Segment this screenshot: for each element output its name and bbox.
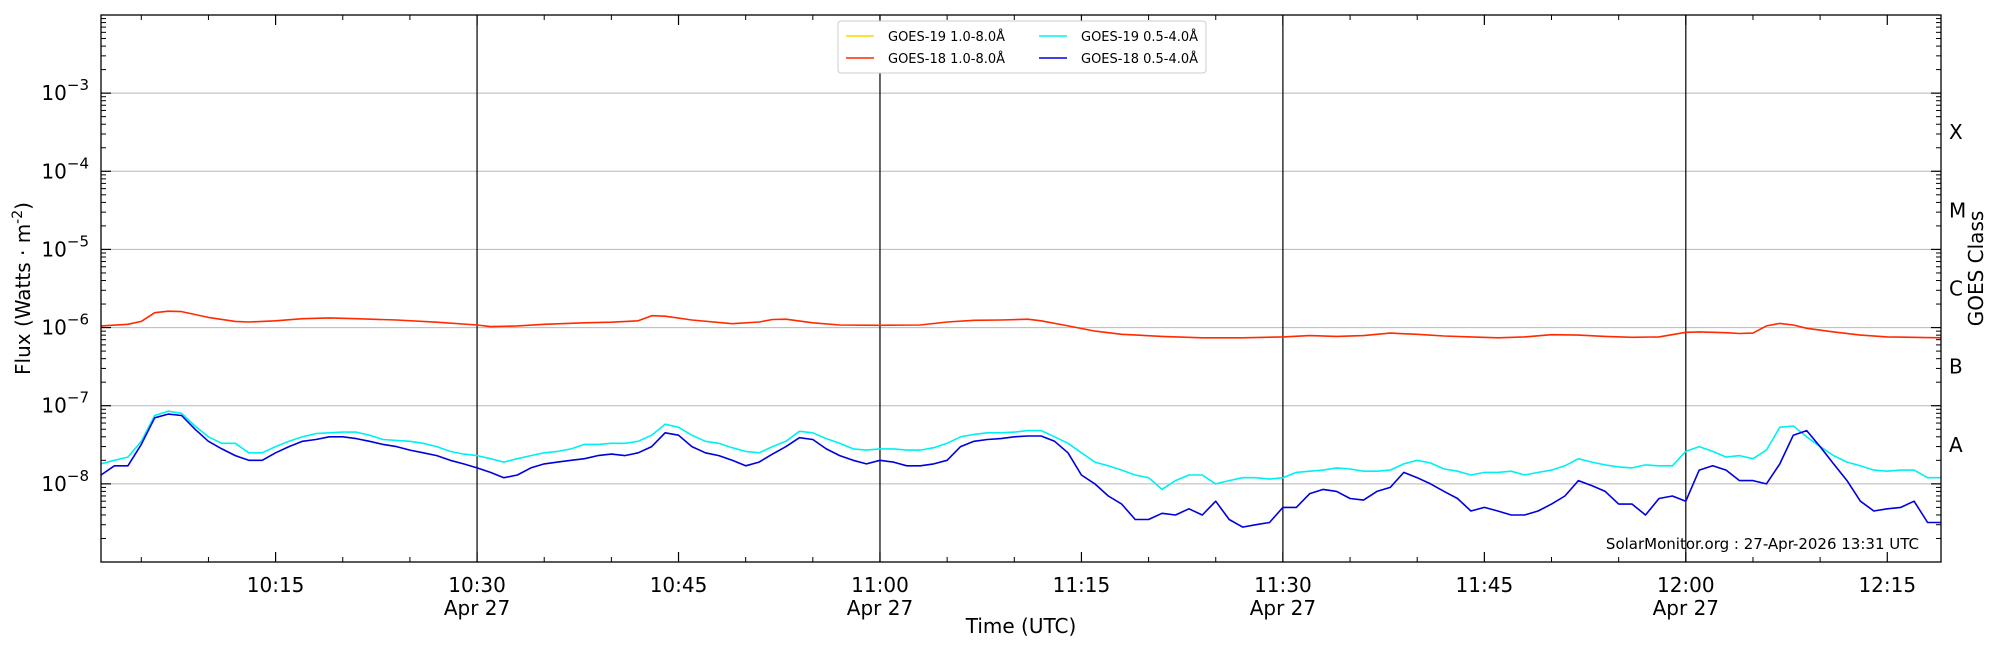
x-tick-date-label: Apr 27 [847, 596, 913, 620]
goes-class-label: B [1949, 355, 1963, 379]
x-axis-title: Time (UTC) [965, 614, 1077, 638]
series-line-2 [100, 413, 1941, 528]
y-tick-base: 10 [41, 316, 66, 340]
x-tick-label: 10:15 [247, 573, 305, 597]
goes-class-label: C [1949, 277, 1963, 301]
plot-frame [100, 14, 1942, 563]
y-tick-label: 10−4 [41, 154, 89, 183]
x-tick-label: 10:30 [448, 573, 506, 597]
y-tick-label: 10−8 [41, 467, 89, 496]
y-tick-label: 10−6 [41, 311, 89, 340]
goes-class-labels: A B C M X [1949, 120, 1966, 457]
y-tick-exponent: −6 [67, 311, 89, 329]
horizontal-gridlines [101, 92, 1941, 485]
x-tick-label: 11:00 [851, 573, 909, 597]
x-tick-label: 12:00 [1657, 573, 1715, 597]
y-tick-exponent: −7 [67, 389, 89, 407]
y-tick-base: 10 [41, 237, 66, 261]
y-axis-title-exponent: -2 [10, 210, 26, 224]
x-tick-date-label: Apr 27 [1653, 596, 1719, 620]
x-tick-label: 11:15 [1053, 573, 1111, 597]
y-tick-base: 10 [41, 472, 66, 496]
y-tick-exponent: −4 [67, 154, 89, 172]
series-line-1 [100, 410, 1941, 491]
y-tick-label: 10−5 [41, 232, 89, 261]
x-tick-date-label: Apr 27 [1250, 596, 1316, 620]
y-tick-label: 10−7 [41, 389, 89, 418]
legend-box [837, 20, 1207, 74]
y-axis-title-text: Flux (Watts · m [11, 224, 35, 375]
goes-class-axis-title: GOES Class [1964, 211, 1988, 327]
y-tick-base: 10 [41, 81, 66, 105]
series-lines [100, 310, 1942, 528]
y-tick-exponent: −5 [67, 232, 89, 250]
y-tick-label: 10−3 [41, 76, 89, 105]
vertical-marker-lines [476, 15, 1687, 562]
legend-label: GOES-18 0.5-4.0Å [1081, 51, 1198, 67]
x-tick-label: 12:15 [1858, 573, 1916, 597]
legend-label: GOES-18 1.0-8.0Å [888, 51, 1005, 67]
x-tick-date-label: Apr 27 [444, 596, 510, 620]
y-tick-base: 10 [41, 159, 66, 183]
x-tick-label: 11:30 [1254, 573, 1312, 597]
y-tick-base: 10 [41, 394, 66, 418]
x-tick-label: 11:45 [1456, 573, 1514, 597]
y-axis-ticks: 10−810−710−610−510−410−3 [41, 18, 1941, 539]
series-line-0 [100, 310, 1942, 339]
goes-class-label: A [1949, 433, 1963, 457]
goes-class-label: X [1949, 120, 1963, 144]
legend: GOES-19 1.0-8.0Å GOES-18 1.0-8.0Å GOES-19 … [837, 20, 1207, 74]
y-tick-exponent: −8 [67, 467, 89, 485]
goes-class-label: M [1949, 198, 1966, 222]
x-tick-label: 10:45 [650, 573, 708, 597]
legend-label: GOES-19 0.5-4.0Å [1081, 29, 1198, 45]
credit-text: SolarMonitor.org : 27-Apr-2026 13:31 UTC [1606, 535, 1919, 553]
y-axis-title-close: ) [11, 202, 35, 210]
y-tick-exponent: −3 [67, 76, 89, 94]
legend-label: GOES-19 1.0-8.0Å [888, 29, 1005, 45]
y-axis-title: Flux (Watts · m-2) [10, 202, 35, 375]
